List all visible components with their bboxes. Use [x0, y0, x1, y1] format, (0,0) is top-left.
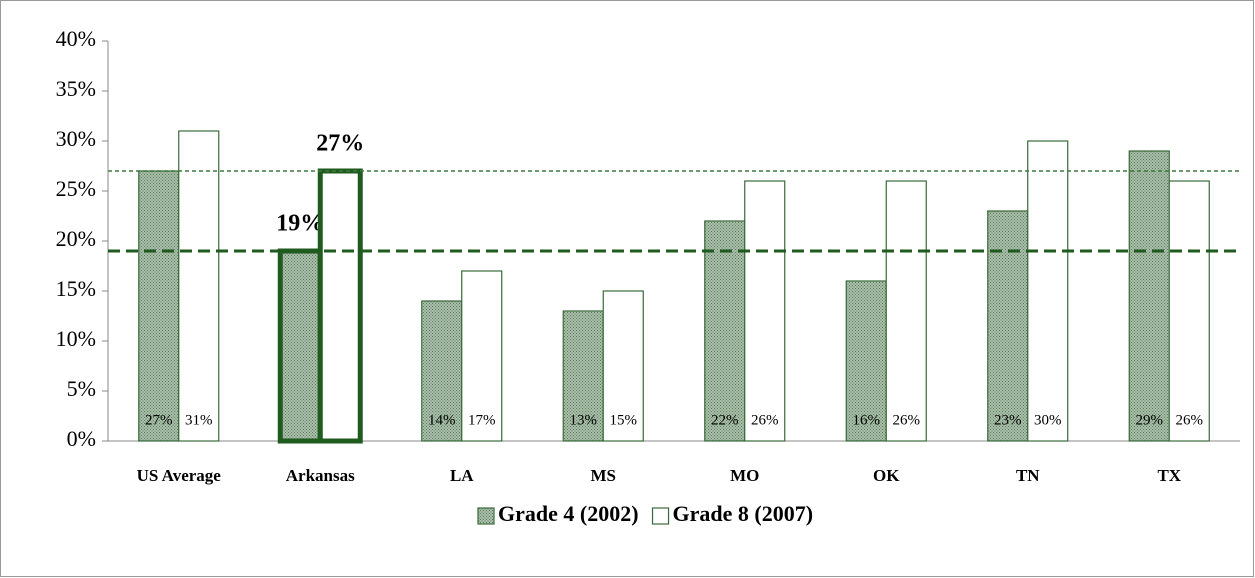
data-label: 17% [468, 412, 496, 428]
y-tick-label: 5% [67, 376, 96, 401]
x-tick-label: Arkansas [286, 466, 355, 485]
bar [317, 168, 363, 444]
legend-label: Grade 4 (2002) [498, 501, 639, 526]
bar [461, 270, 503, 442]
y-tick-label: 20% [56, 226, 96, 251]
x-tick-label: TX [1157, 466, 1181, 485]
bar [885, 180, 927, 442]
legend-swatch [651, 507, 670, 525]
legend-swatch [477, 507, 495, 525]
bar [1168, 180, 1210, 442]
data-label: 27% [316, 131, 364, 157]
data-label: 30% [1034, 412, 1062, 428]
y-tick-label: 25% [56, 176, 96, 201]
data-label: 26% [893, 412, 921, 428]
x-tick-label: OK [873, 466, 900, 485]
data-label: 14% [428, 412, 456, 428]
bar [1027, 140, 1069, 442]
y-tick-label: 10% [56, 326, 96, 351]
legend-label: Grade 8 (2007) [673, 501, 814, 526]
y-tick-label: 40% [56, 26, 96, 51]
data-label: 19% [276, 211, 324, 237]
data-label: 22% [711, 412, 739, 428]
x-tick-label: MO [730, 466, 759, 485]
bar [178, 130, 220, 442]
bar [138, 170, 180, 442]
bar [1128, 150, 1170, 442]
y-tick-label: 15% [56, 276, 96, 301]
bar [602, 290, 644, 442]
data-label: 16% [853, 412, 881, 428]
bar [277, 248, 323, 444]
data-label: 26% [751, 412, 779, 428]
y-tick-label: 0% [67, 426, 96, 451]
bar [562, 310, 604, 442]
data-label: 31% [185, 412, 213, 428]
x-tick-label: LA [450, 466, 474, 485]
bar [704, 220, 746, 442]
x-tick-label: US Average [137, 466, 222, 485]
bar [987, 210, 1029, 442]
bar [845, 280, 887, 442]
data-label: 26% [1176, 412, 1204, 428]
bar [744, 180, 786, 442]
data-label: 23% [994, 412, 1022, 428]
data-label: 13% [570, 412, 598, 428]
data-label: 15% [610, 412, 638, 428]
data-label: 29% [1136, 412, 1164, 428]
x-tick-label: TN [1016, 466, 1040, 485]
bar [421, 300, 463, 442]
x-tick-label: MS [591, 466, 617, 485]
y-tick-label: 30% [56, 126, 96, 151]
data-label: 27% [145, 412, 173, 428]
y-tick-label: 35% [56, 76, 96, 101]
